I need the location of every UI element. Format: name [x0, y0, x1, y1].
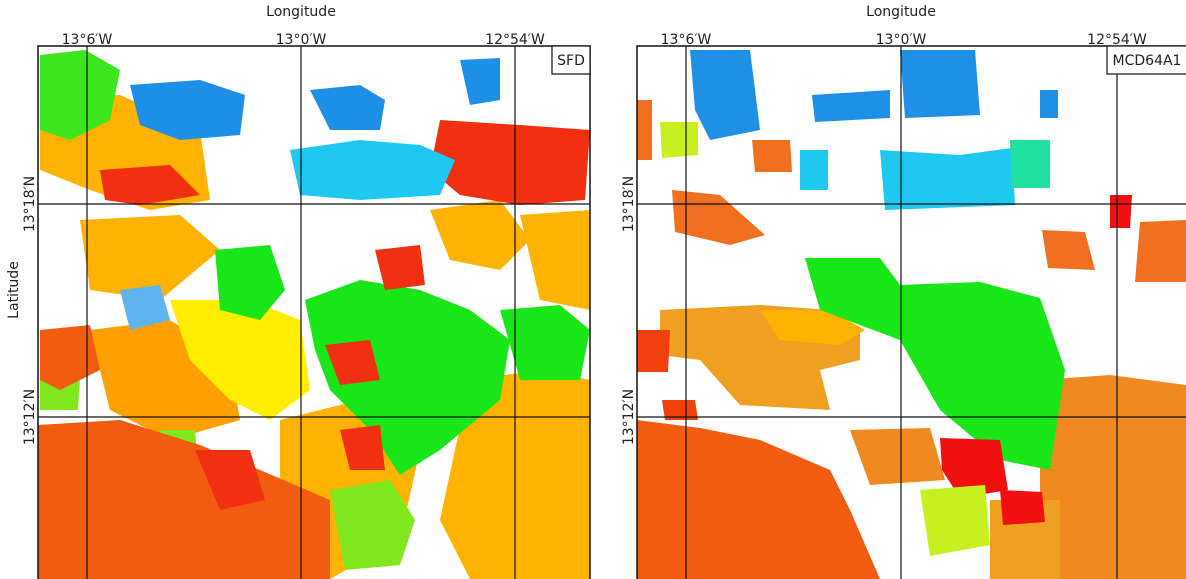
- x-axis-label: Longitude: [266, 4, 336, 20]
- x-tick-label: 12°54′W: [1087, 32, 1147, 48]
- figure: SFD Longitude 13°6′W 13°0′W 12°54′W Lati…: [0, 0, 1186, 579]
- mcd64a1-map: [637, 50, 1186, 579]
- y-axis-label: Latitude: [6, 261, 22, 319]
- x-tick-label: 13°6′W: [62, 32, 113, 48]
- page: {"panels": [ {"title": "SFD", "x_axis_la…: [0, 0, 1186, 579]
- sfd-map: [38, 50, 590, 579]
- x-tick-label: 13°0′W: [876, 32, 927, 48]
- y-tick-label: 13°12′N: [621, 389, 637, 445]
- panel-title: MCD64A1: [1113, 53, 1182, 69]
- y-tick-label: 13°18′N: [621, 176, 637, 232]
- panel-title: SFD: [557, 53, 585, 69]
- y-tick-label: 13°18′N: [22, 176, 38, 232]
- x-tick-label: 13°0′W: [276, 32, 327, 48]
- y-tick-label: 13°12′N: [22, 389, 38, 445]
- x-tick-label: 12°54′W: [485, 32, 545, 48]
- x-tick-label: 13°6′W: [661, 32, 712, 48]
- x-axis-label: Longitude: [866, 4, 936, 20]
